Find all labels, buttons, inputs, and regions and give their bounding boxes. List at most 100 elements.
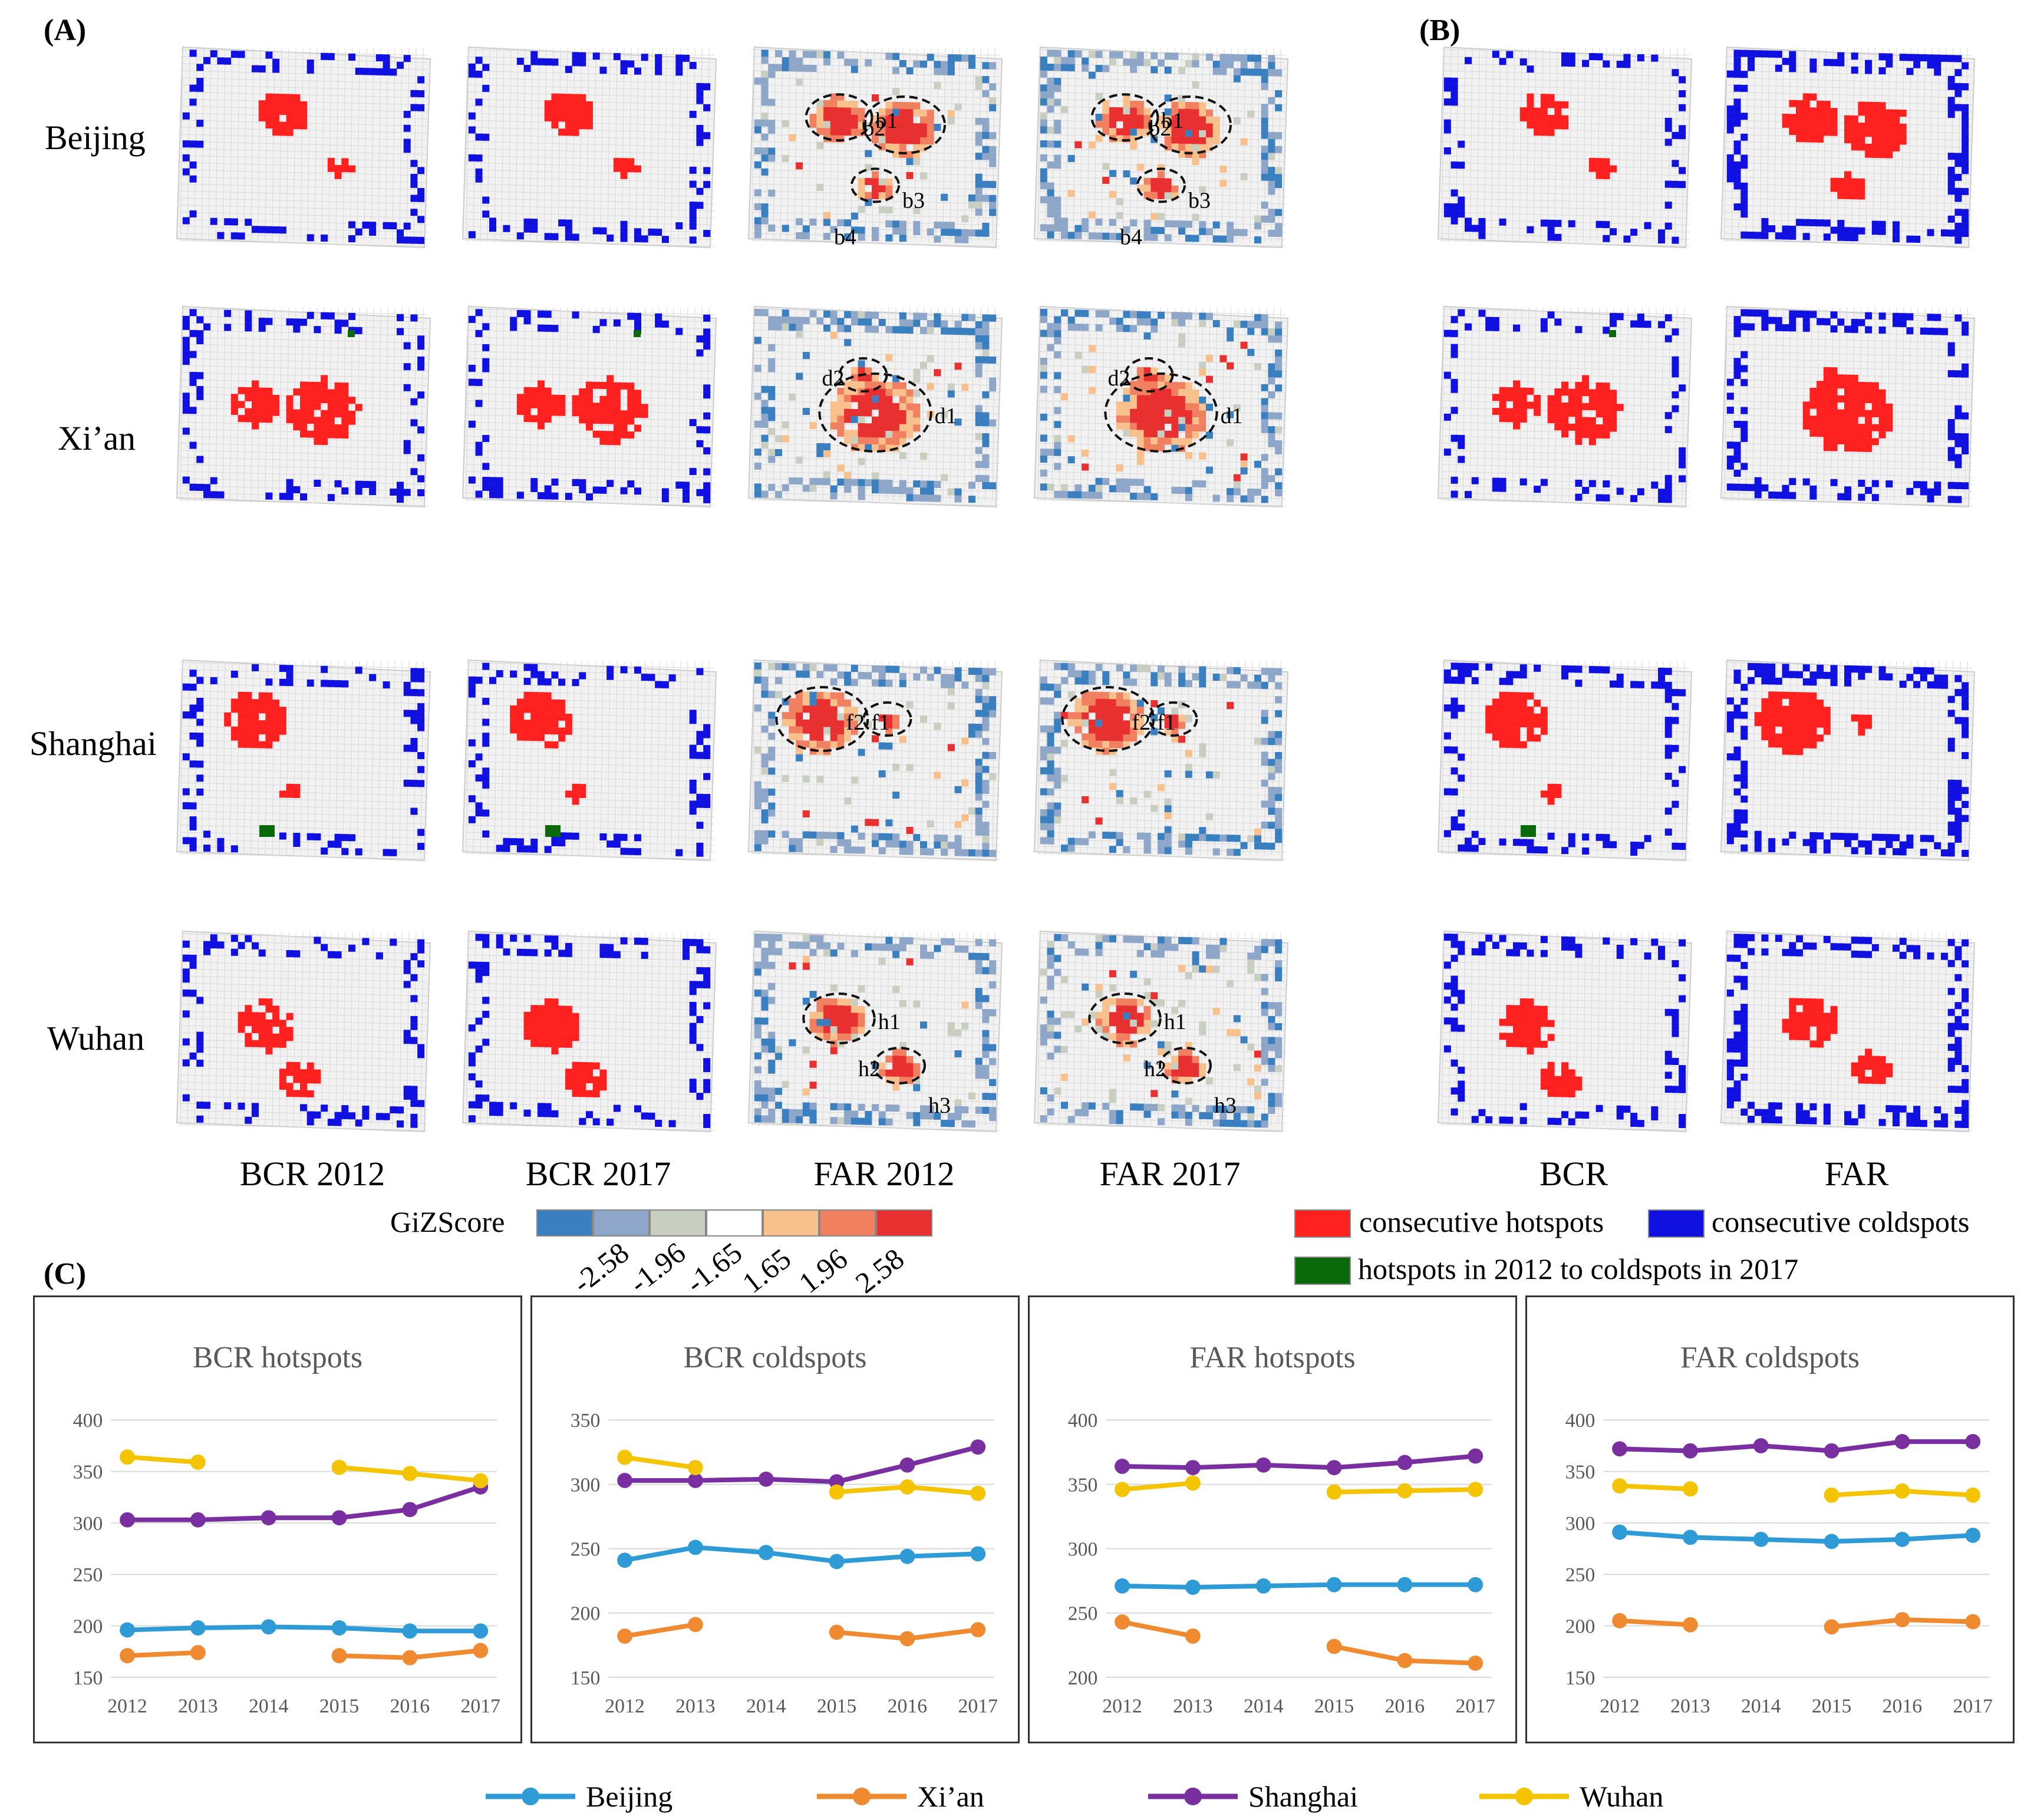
map-cell xyxy=(1947,83,1955,90)
map-cell xyxy=(279,226,286,234)
map-cell xyxy=(754,676,761,684)
map-cell xyxy=(1150,184,1158,192)
grid-line xyxy=(1476,48,1480,242)
map-cell xyxy=(1040,823,1047,830)
map-cell xyxy=(1499,415,1506,423)
map-cell xyxy=(1465,670,1472,677)
grid-line xyxy=(1441,768,1690,775)
grid-line xyxy=(473,48,476,242)
map-cell xyxy=(1906,327,1914,335)
grid-line xyxy=(536,48,540,242)
grid-line xyxy=(1037,77,1286,84)
map-cell xyxy=(1823,402,1831,410)
map-cell xyxy=(878,395,886,403)
map-cell xyxy=(1040,140,1047,148)
map-cell xyxy=(245,387,252,395)
map-cell xyxy=(1906,313,1914,321)
map-cell xyxy=(858,395,865,403)
map-cell xyxy=(899,680,906,687)
map-cell xyxy=(620,67,628,75)
map-cell xyxy=(823,699,830,707)
map-cell xyxy=(1851,388,1858,396)
grid-line xyxy=(1802,48,1805,242)
map-cell xyxy=(1458,196,1465,204)
map-cell xyxy=(872,192,879,199)
map-cell xyxy=(620,666,628,674)
map-cell xyxy=(858,416,865,424)
map-cell xyxy=(982,433,990,440)
map-cell xyxy=(885,680,893,687)
map-cell xyxy=(230,232,238,240)
map-cell xyxy=(417,216,425,223)
map-cell xyxy=(1040,413,1047,421)
grid-line xyxy=(1795,307,1798,502)
grid-line xyxy=(494,307,497,502)
grid-line xyxy=(1073,661,1076,855)
map-cell xyxy=(1054,57,1061,64)
map-cell xyxy=(1219,355,1227,362)
map-cell xyxy=(1527,734,1534,742)
map-cell xyxy=(530,734,538,741)
map-cell xyxy=(1679,454,1686,461)
map-cell xyxy=(768,358,776,365)
map-cell xyxy=(572,59,579,67)
map-cell xyxy=(1506,415,1514,423)
grid-line xyxy=(964,307,967,502)
map-cell xyxy=(1061,309,1068,316)
map-cell xyxy=(300,318,307,326)
map-cell xyxy=(892,382,900,390)
grid-line xyxy=(494,661,497,855)
map-cell xyxy=(1575,326,1583,334)
grid-line xyxy=(1724,754,1973,761)
map-cell xyxy=(510,838,517,846)
map-0-3: b1 b2 b3 b4 xyxy=(1028,35,1300,259)
grid-line xyxy=(1073,48,1076,242)
map-cell xyxy=(1754,484,1762,492)
map-cell xyxy=(1206,130,1213,138)
map-cell xyxy=(1247,348,1255,356)
map-cell xyxy=(927,383,934,390)
map-cell xyxy=(1240,61,1248,69)
map-cell xyxy=(1227,327,1234,335)
map-cell xyxy=(858,458,865,466)
map-cell xyxy=(696,335,704,343)
map-cell xyxy=(954,849,962,856)
map-cell xyxy=(1443,203,1451,210)
map-cell xyxy=(1074,141,1082,149)
grid-line xyxy=(180,457,428,464)
map-cell xyxy=(823,51,830,58)
map-cell xyxy=(1913,54,1921,61)
map-cell xyxy=(892,438,900,446)
map-cell xyxy=(1789,310,1796,318)
map-cell xyxy=(1561,52,1568,60)
map-cell xyxy=(482,84,490,92)
map-cell xyxy=(417,724,425,731)
map-cell xyxy=(1268,731,1275,738)
grid-line xyxy=(487,48,490,242)
map-cell xyxy=(1254,222,1261,230)
map-cell xyxy=(989,132,997,140)
map-cell xyxy=(1726,455,1734,463)
map-cell xyxy=(348,834,355,842)
map-cell xyxy=(516,394,524,401)
grid-line xyxy=(1441,63,1690,70)
map-cell xyxy=(1871,102,1879,110)
map-cell xyxy=(858,402,865,410)
map-cell xyxy=(613,53,621,61)
map-cell xyxy=(417,475,425,483)
map-cell xyxy=(1934,68,1941,76)
grid-line xyxy=(466,853,714,860)
map-cell xyxy=(1748,309,1755,316)
map-cell xyxy=(375,68,383,75)
map-cell xyxy=(1130,664,1138,672)
map-cell xyxy=(258,394,266,402)
map-cell xyxy=(482,782,490,789)
map-cell xyxy=(906,403,914,411)
map-cell xyxy=(1726,126,1734,134)
map-cell xyxy=(1547,226,1555,234)
grid-line xyxy=(180,197,428,205)
map-cell xyxy=(1095,713,1103,720)
map-cell xyxy=(1171,108,1179,116)
map-cell xyxy=(1054,161,1061,169)
